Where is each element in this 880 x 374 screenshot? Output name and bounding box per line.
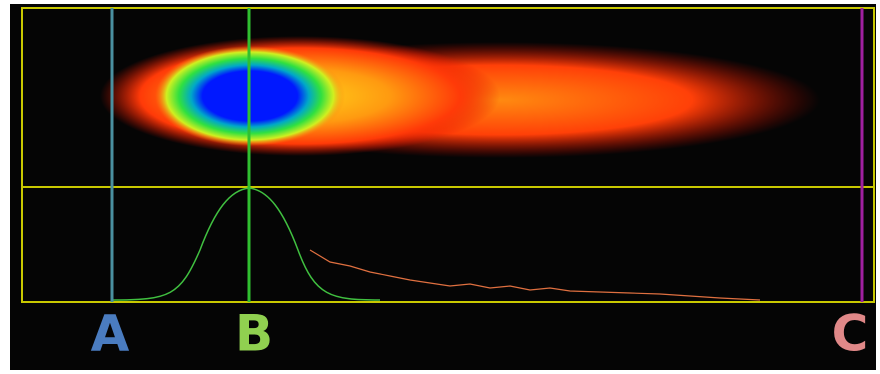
- plot-screenshot: A B C: [0, 0, 880, 374]
- marker-label-a: A: [91, 305, 130, 363]
- marker-label-c: C: [832, 305, 869, 363]
- marker-label-b: B: [235, 305, 273, 363]
- page: A B C (() => { const data = JSON.parse(d…: [0, 0, 880, 374]
